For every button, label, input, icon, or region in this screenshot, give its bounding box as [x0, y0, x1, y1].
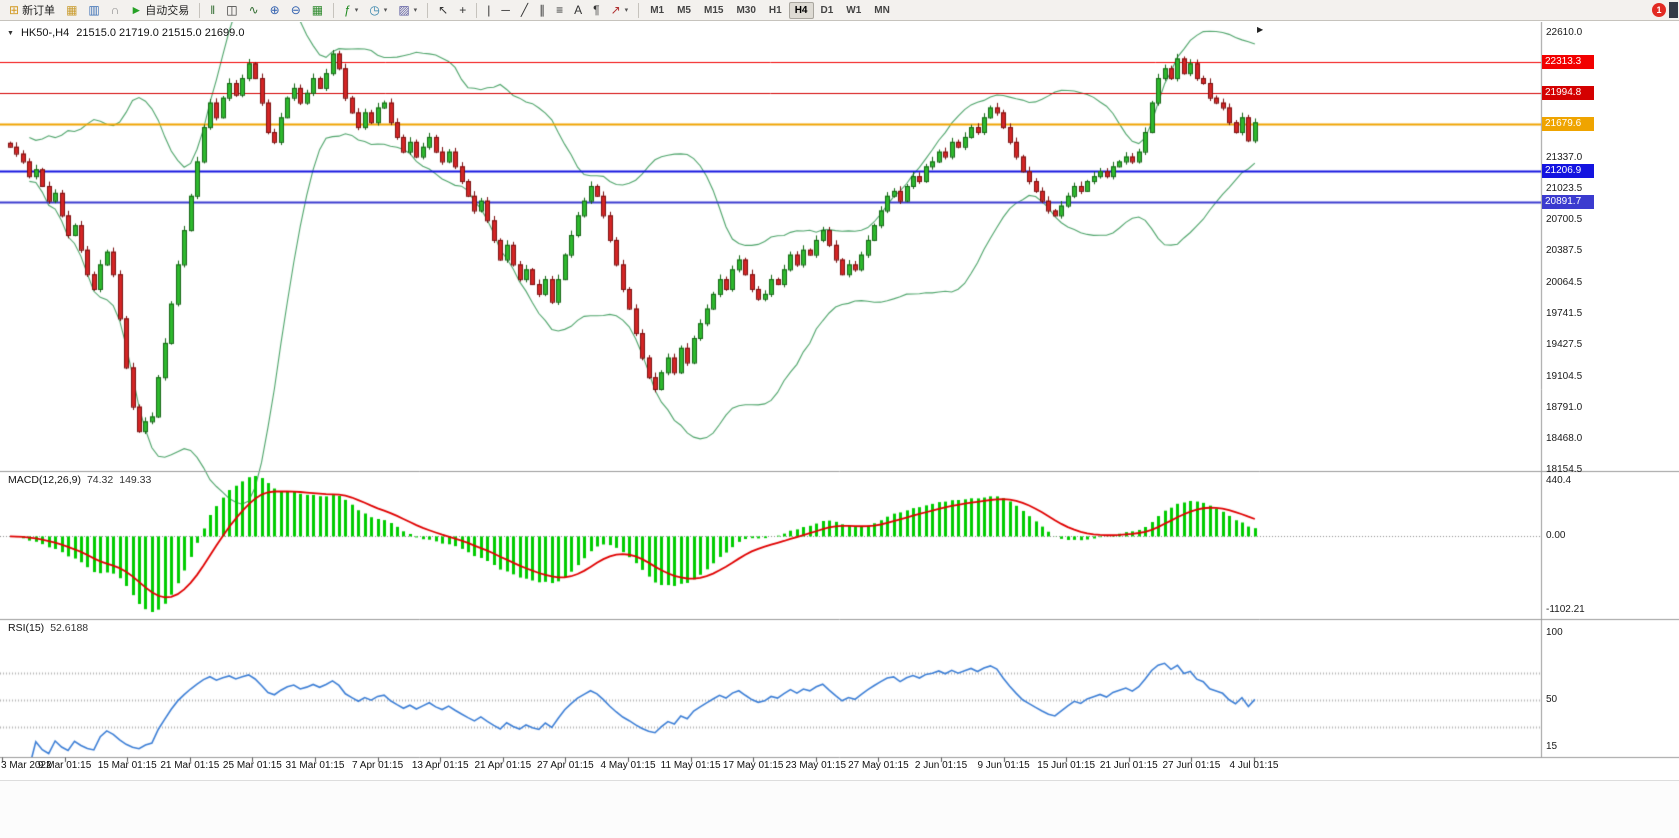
equidistant-channel-icon: ∥ — [539, 3, 546, 17]
chart-ohlc: 21515.0 21719.0 21515.0 21699.0 — [76, 27, 245, 39]
text-label-icon: ¶ — [593, 3, 600, 17]
notification-badge[interactable]: 1 — [1652, 3, 1666, 17]
periods-caret-icon: ▾ — [383, 7, 388, 14]
auto-trading-label: 自动交易 — [145, 5, 190, 17]
macd-indicator-label: MACD(12,26,9) 74.32 149.33 — [8, 474, 151, 486]
macd-value-signal: 149.33 — [119, 474, 152, 486]
headset-button[interactable]: ∩ — [106, 1, 125, 19]
trendline-icon: ╱ — [520, 3, 529, 17]
zoom-out-icon: ⊖ — [290, 3, 301, 17]
arrow-shapes-icon: ↗ — [610, 3, 621, 17]
candles-mode-button[interactable]: ◫ — [221, 1, 242, 19]
timeframe-m5-button[interactable]: M5 — [671, 2, 697, 19]
cursor-button[interactable]: ↖ — [433, 1, 453, 19]
chart-title: HK50-,H4 — [20, 27, 70, 39]
chart-profiles-button[interactable]: ▦ — [61, 1, 82, 19]
tile-windows-button[interactable]: ▦ — [307, 1, 328, 19]
periods-icon: ◷ — [369, 3, 380, 17]
timeframe-d1-button[interactable]: D1 — [815, 2, 840, 19]
toolbar-separator — [638, 2, 640, 18]
timeframe-m30-button[interactable]: M30 — [730, 2, 761, 19]
timeframe-m1-button[interactable]: M1 — [644, 2, 670, 19]
text-button[interactable]: A — [569, 1, 587, 19]
toolbar-separator — [199, 2, 201, 18]
collapse-icon[interactable]: ▼ — [7, 29, 14, 37]
rsi-indicator-label: RSI(15) 52.6188 — [8, 622, 88, 634]
chart-window: 22610.0 21337.0 21023.5 20700.5 20387.5 20064… — [0, 22, 1679, 780]
rsi-name: RSI(15) — [8, 622, 45, 634]
macd-value-main: 74.32 — [86, 474, 114, 486]
chart-shift-marker[interactable]: ▶ — [1257, 25, 1264, 34]
timeframe-h1-button[interactable]: H1 — [763, 2, 788, 19]
bars-mode-button[interactable]: ‖ — [205, 1, 220, 19]
zoom-out-button[interactable]: ⊖ — [286, 1, 306, 19]
line-mode-button[interactable]: ∿ — [244, 1, 264, 19]
chart-canvas[interactable] — [0, 22, 1679, 780]
macd-name: MACD(12,26,9) — [8, 474, 81, 486]
horizontal-line-button[interactable]: ─ — [496, 1, 515, 19]
timeframe-m15-button[interactable]: M15 — [698, 2, 729, 19]
toolbar-separator — [333, 2, 335, 18]
toolbar-separator — [427, 2, 429, 18]
timeframe-h4-button[interactable]: H4 — [788, 1, 814, 19]
crosshair-icon: + — [459, 3, 467, 17]
indicators-caret-icon: ▾ — [354, 7, 359, 14]
candles-mode-icon: ◫ — [226, 3, 238, 17]
arrow-shapes-caret-icon: ▾ — [624, 7, 629, 14]
toolbar: ⊞ 新订单 ▦ ▥ ∩ ► 自动交易 ‖ ◫ ∿ ⊕ ⊖ ▦ ƒ ▾ ◷ ▾ ▨ ▾ ↖ + | ─ ╱ ∥ ≡ A ¶ ↗ ▾ M1 M5 M… — [0, 0, 1679, 21]
trendline-button[interactable]: ╱ — [516, 1, 533, 19]
line-mode-icon: ∿ — [248, 3, 259, 17]
indicators-button[interactable]: ƒ ▾ — [339, 1, 363, 19]
arrow-shapes-button[interactable]: ↗ ▾ — [606, 1, 634, 19]
templates-icon: ▨ — [398, 3, 410, 17]
timeframe-w1-button[interactable]: W1 — [840, 2, 867, 19]
chart-header: ▼ HK50-,H4 21515.0 21719.0 21515.0 21699… — [7, 27, 244, 39]
periods-button[interactable]: ◷ ▾ — [364, 1, 392, 19]
auto-trading-button[interactable]: ► 自动交易 — [125, 1, 194, 19]
templates-caret-icon: ▾ — [413, 7, 418, 14]
window-bottom-area — [0, 780, 1679, 838]
new-order-button[interactable]: ⊞ 新订单 — [4, 1, 60, 19]
indicators-icon: ƒ — [344, 3, 351, 17]
toolbar-edge-icon — [1669, 2, 1678, 18]
new-order-label: 新订单 — [22, 5, 56, 17]
new-order-icon: ⊞ — [9, 3, 20, 17]
toolbar-separator — [476, 2, 478, 18]
zoom-in-button[interactable]: ⊕ — [265, 1, 285, 19]
timeframe-mn-button[interactable]: MN — [868, 2, 896, 19]
zoom-in-icon: ⊕ — [269, 3, 280, 17]
market-watch-icon: ▥ — [88, 3, 100, 17]
bars-mode-icon: ‖ — [210, 3, 216, 17]
crosshair-button[interactable]: + — [454, 1, 471, 19]
cursor-icon: ↖ — [438, 3, 449, 17]
equidistant-channel-button[interactable]: ∥ — [534, 1, 550, 19]
tile-windows-icon: ▦ — [311, 3, 324, 17]
fibonacci-icon: ≡ — [556, 3, 564, 17]
vertical-line-icon: | — [487, 3, 491, 17]
text-icon: A — [574, 3, 583, 17]
rsi-value: 52.6188 — [50, 622, 89, 634]
auto-trading-icon: ► — [130, 3, 143, 17]
horizontal-line-icon: ─ — [501, 3, 510, 17]
market-watch-button[interactable]: ▥ — [83, 1, 104, 19]
headset-icon: ∩ — [110, 3, 120, 17]
fibonacci-button[interactable]: ≡ — [551, 1, 568, 19]
chart-profiles-icon: ▦ — [66, 3, 78, 17]
templates-button[interactable]: ▨ ▾ — [393, 1, 422, 19]
text-label-button[interactable]: ¶ — [588, 1, 604, 19]
vertical-line-button[interactable]: | — [482, 1, 495, 19]
